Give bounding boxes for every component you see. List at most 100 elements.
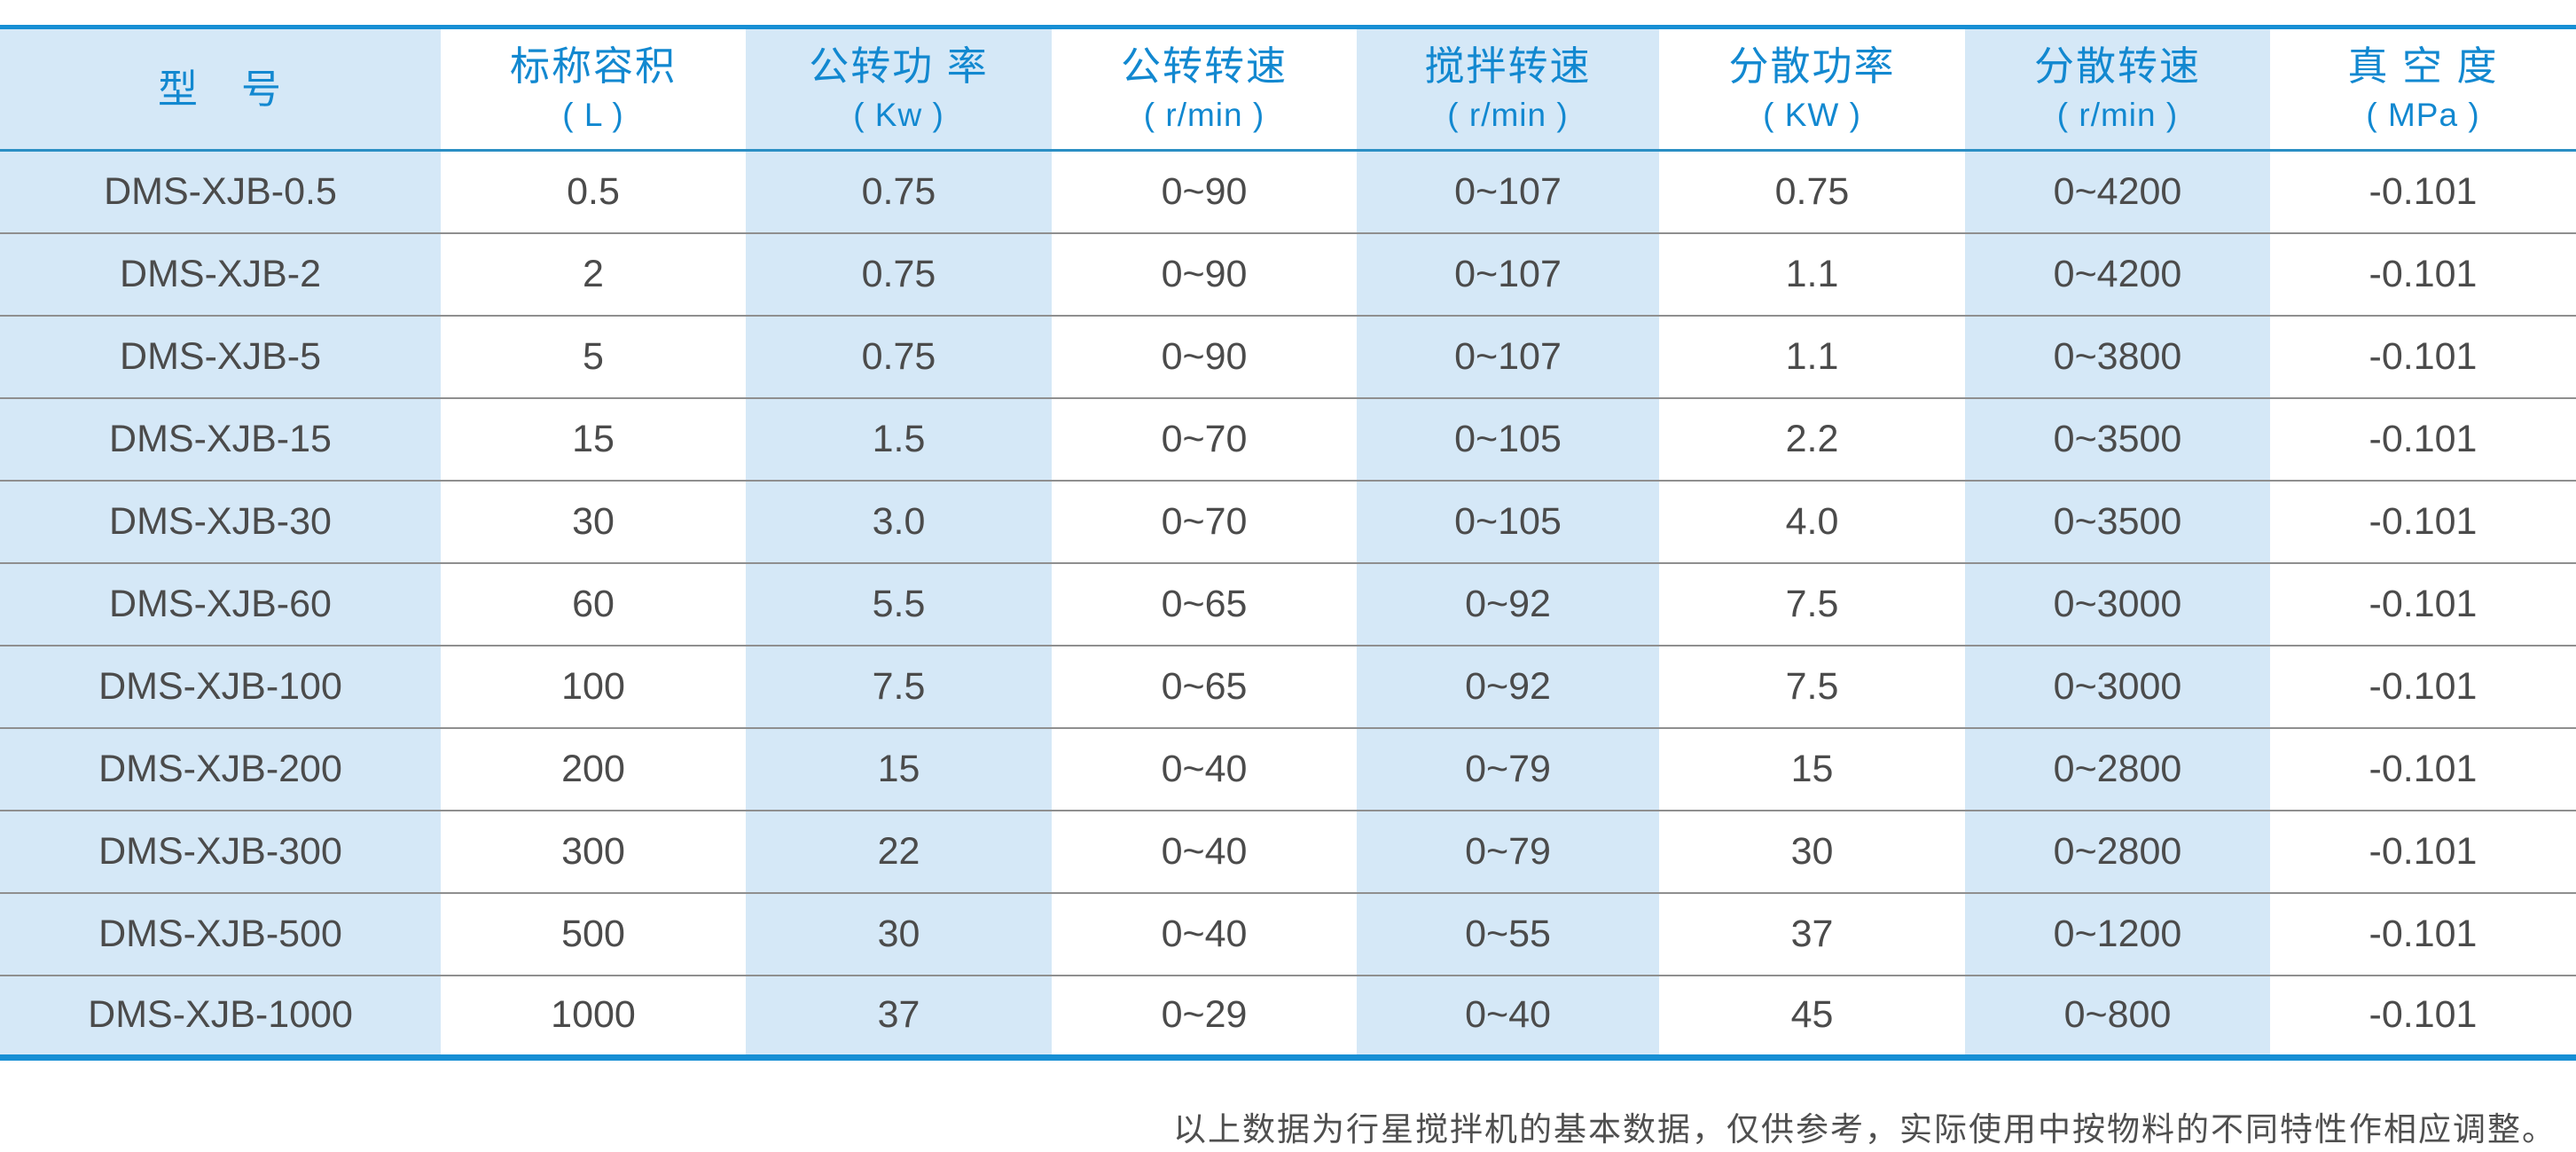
cell-vacuum: -0.101 <box>2270 150 2576 233</box>
cell-stir-speed: 0~107 <box>1357 231 1659 316</box>
column-title: 型 号 <box>157 66 283 112</box>
cell-rev-speed: 0~90 <box>1052 150 1357 233</box>
table-row: DMS-XJB-60 60 5.5 0~65 0~92 7.5 0~3000 -0.101 <box>0 561 2576 646</box>
cell-rev-speed: 0~40 <box>1052 726 1357 811</box>
cell-vacuum: -0.101 <box>2270 561 2576 646</box>
cell-model: DMS-XJB-60 <box>0 561 441 646</box>
table-row: DMS-XJB-500 500 30 0~40 0~55 37 0~1200 -0.101 <box>0 891 2576 976</box>
cell-disp-speed: 0~3800 <box>1965 314 2270 398</box>
cell-disp-power: 1.1 <box>1659 231 1965 316</box>
cell-model: DMS-XJB-100 <box>0 644 441 728</box>
cell-rev-speed: 0~65 <box>1052 644 1357 728</box>
cell-volume: 1000 <box>441 974 746 1058</box>
cell-volume: 15 <box>441 396 746 481</box>
cell-rev-speed: 0~65 <box>1052 561 1357 646</box>
column-header-disp-speed: 分散转速 ( r/min ) <box>1965 27 2270 152</box>
cell-rev-power: 0.75 <box>746 150 1052 233</box>
cell-stir-speed: 0~107 <box>1357 150 1659 233</box>
cell-stir-speed: 0~105 <box>1357 479 1659 563</box>
cell-rev-power: 15 <box>746 726 1052 811</box>
cell-stir-speed: 0~40 <box>1357 974 1659 1058</box>
table-row: DMS-XJB-200 200 15 0~40 0~79 15 0~2800 -0.101 <box>0 726 2576 811</box>
cell-disp-speed: 0~800 <box>1965 974 2270 1058</box>
cell-model: DMS-XJB-200 <box>0 726 441 811</box>
column-title: 搅拌转速 <box>1424 43 1592 89</box>
table-row: DMS-XJB-1000 1000 37 0~29 0~40 45 0~800 -0.101 <box>0 974 2576 1058</box>
column-unit: ( r/min ) <box>1447 97 1569 134</box>
cell-rev-speed: 0~70 <box>1052 479 1357 563</box>
column-header-stir-speed: 搅拌转速 ( r/min ) <box>1357 27 1659 152</box>
cell-rev-speed: 0~90 <box>1052 314 1357 398</box>
cell-stir-speed: 0~55 <box>1357 891 1659 976</box>
table-row: DMS-XJB-30 30 3.0 0~70 0~105 4.0 0~3500 -0.101 <box>0 479 2576 563</box>
cell-rev-speed: 0~29 <box>1052 974 1357 1058</box>
cell-vacuum: -0.101 <box>2270 809 2576 893</box>
cell-rev-power: 0.75 <box>746 314 1052 398</box>
cell-volume: 60 <box>441 561 746 646</box>
column-title: 真 空 度 <box>2347 43 2499 89</box>
cell-stir-speed: 0~92 <box>1357 561 1659 646</box>
cell-model: DMS-XJB-0.5 <box>0 150 441 233</box>
cell-disp-power: 45 <box>1659 974 1965 1058</box>
table-row: DMS-XJB-100 100 7.5 0~65 0~92 7.5 0~3000 -0.101 <box>0 644 2576 728</box>
cell-model: DMS-XJB-5 <box>0 314 441 398</box>
cell-volume: 200 <box>441 726 746 811</box>
cell-rev-power: 7.5 <box>746 644 1052 728</box>
column-title: 公转功 率 <box>809 43 989 89</box>
table-row: DMS-XJB-300 300 22 0~40 0~79 30 0~2800 -0.101 <box>0 809 2576 893</box>
cell-disp-speed: 0~3500 <box>1965 396 2270 481</box>
cell-vacuum: -0.101 <box>2270 231 2576 316</box>
cell-rev-power: 30 <box>746 891 1052 976</box>
cell-rev-power: 37 <box>746 974 1052 1058</box>
cell-disp-speed: 0~3500 <box>1965 479 2270 563</box>
column-header-rev-power: 公转功 率 ( Kw ) <box>746 27 1052 152</box>
cell-model: DMS-XJB-500 <box>0 891 441 976</box>
cell-volume: 2 <box>441 231 746 316</box>
cell-stir-speed: 0~107 <box>1357 314 1659 398</box>
cell-volume: 300 <box>441 809 746 893</box>
column-header-disp-power: 分散功率 ( KW ) <box>1659 27 1965 152</box>
cell-disp-speed: 0~1200 <box>1965 891 2270 976</box>
cell-model: DMS-XJB-2 <box>0 231 441 316</box>
cell-rev-power: 5.5 <box>746 561 1052 646</box>
column-unit: ( r/min ) <box>2056 97 2179 134</box>
cell-volume: 5 <box>441 314 746 398</box>
cell-rev-speed: 0~40 <box>1052 891 1357 976</box>
cell-model: DMS-XJB-15 <box>0 396 441 481</box>
cell-model: DMS-XJB-300 <box>0 809 441 893</box>
column-title: 公转转速 <box>1120 43 1288 89</box>
cell-vacuum: -0.101 <box>2270 644 2576 728</box>
cell-disp-power: 7.5 <box>1659 644 1965 728</box>
column-header-vacuum: 真 空 度 ( MPa ) <box>2270 27 2576 152</box>
cell-disp-power: 30 <box>1659 809 1965 893</box>
cell-rev-speed: 0~90 <box>1052 231 1357 316</box>
cell-volume: 100 <box>441 644 746 728</box>
cell-disp-power: 15 <box>1659 726 1965 811</box>
cell-stir-speed: 0~92 <box>1357 644 1659 728</box>
cell-vacuum: -0.101 <box>2270 726 2576 811</box>
table-row: DMS-XJB-5 5 0.75 0~90 0~107 1.1 0~3800 -0.101 <box>0 314 2576 398</box>
cell-stir-speed: 0~79 <box>1357 809 1659 893</box>
column-title: 标称容积 <box>509 43 677 89</box>
column-unit: ( Kw ) <box>853 97 944 134</box>
cell-disp-power: 1.1 <box>1659 314 1965 398</box>
column-title: 分散转速 <box>2033 43 2201 89</box>
column-header-model: 型 号 <box>0 27 441 152</box>
table-body: DMS-XJB-0.5 0.5 0.75 0~90 0~107 0.75 0~4200 -0.… <box>0 150 2576 1058</box>
cell-vacuum: -0.101 <box>2270 974 2576 1058</box>
column-unit: ( KW ) <box>1763 97 1861 134</box>
cell-disp-power: 4.0 <box>1659 479 1965 563</box>
cell-disp-speed: 0~4200 <box>1965 150 2270 233</box>
cell-vacuum: -0.101 <box>2270 479 2576 563</box>
column-header-rev-speed: 公转转速 ( r/min ) <box>1052 27 1357 152</box>
table-row: DMS-XJB-2 2 0.75 0~90 0~107 1.1 0~4200 -0.101 <box>0 231 2576 316</box>
cell-disp-power: 0.75 <box>1659 150 1965 233</box>
cell-stir-speed: 0~79 <box>1357 726 1659 811</box>
cell-disp-speed: 0~2800 <box>1965 809 2270 893</box>
cell-disp-speed: 0~4200 <box>1965 231 2270 316</box>
cell-stir-speed: 0~105 <box>1357 396 1659 481</box>
column-header-volume: 标称容积 ( L ) <box>441 27 746 152</box>
cell-disp-power: 7.5 <box>1659 561 1965 646</box>
cell-rev-speed: 0~70 <box>1052 396 1357 481</box>
